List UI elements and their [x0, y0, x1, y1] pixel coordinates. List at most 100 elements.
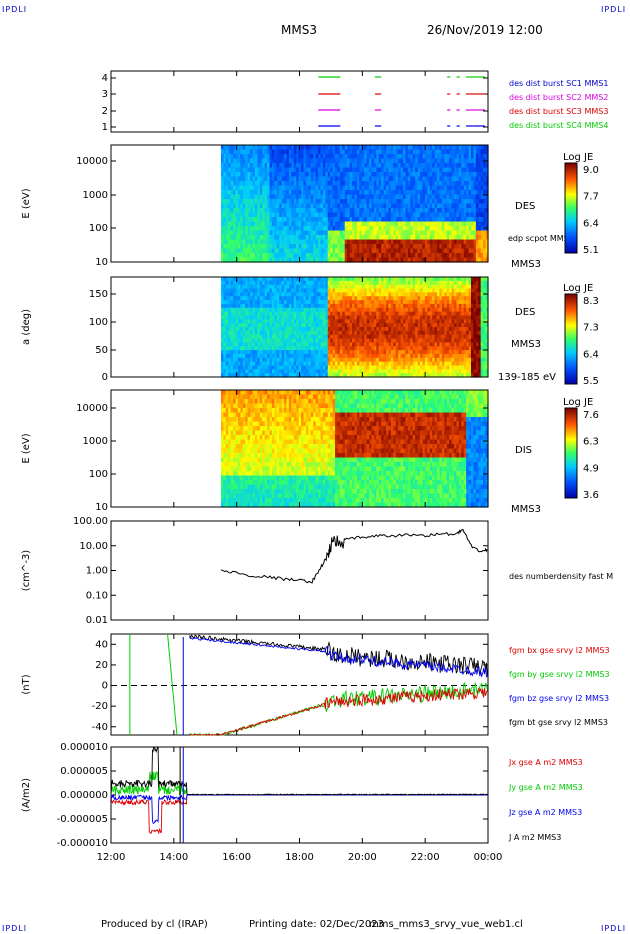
- spectrogram-cell: [468, 235, 472, 241]
- spectrogram-cell: [262, 303, 266, 309]
- spectrogram-cell: [386, 319, 390, 324]
- spectrogram-cell: [293, 158, 297, 164]
- spectrogram-cell: [429, 145, 433, 151]
- spectrogram-cell: [337, 280, 341, 286]
- spectrogram-cell: [223, 257, 227, 263]
- spectrogram-cell: [395, 307, 399, 313]
- spectrogram-cell: [471, 239, 475, 245]
- spectrogram-cell: [262, 235, 266, 241]
- spectrogram-cell: [325, 212, 329, 218]
- spectrogram-cell: [284, 172, 288, 178]
- spectrogram-cell: [361, 208, 365, 214]
- spectrogram-cell: [296, 248, 300, 254]
- spectrogram-cell: [429, 181, 433, 187]
- spectrogram-cell: [410, 277, 414, 282]
- spectrogram-cell: [342, 346, 346, 351]
- spectrogram-cell: [288, 167, 292, 173]
- spectrogram-cell: [303, 292, 307, 297]
- spectrogram-cell: [364, 230, 368, 236]
- spectrogram-cell: [432, 181, 436, 187]
- spectrogram-cell: [301, 253, 305, 259]
- spectrogram-cell: [267, 338, 271, 343]
- spectrogram-cell: [398, 277, 402, 282]
- spectrogram-cell: [271, 319, 275, 324]
- spectrogram-cell: [228, 288, 232, 293]
- spectrogram-cell: [327, 303, 331, 309]
- spectrogram-cell: [403, 212, 407, 218]
- spectrogram-cell: [393, 334, 397, 340]
- spectrogram-cell: [342, 239, 346, 245]
- spectrogram-cell: [456, 199, 460, 205]
- spectrogram-cell: [403, 190, 407, 196]
- spectrogram-cell: [395, 288, 399, 293]
- spectrogram-cell: [342, 221, 346, 227]
- spectrogram-cell: [254, 300, 258, 305]
- spectrogram-cell: [245, 190, 249, 196]
- spectrogram-cell: [475, 208, 479, 214]
- spectrogram-cell: [303, 346, 307, 351]
- spectrogram-cell: [373, 163, 377, 169]
- spectrogram-cell: [422, 248, 426, 254]
- spectrogram-cell: [315, 361, 319, 367]
- spectrogram-cell: [291, 350, 295, 355]
- spectrogram-cell: [347, 208, 351, 214]
- spectrogram-cell: [293, 217, 297, 223]
- spectrogram-cell: [407, 208, 411, 214]
- spectrogram-cell: [478, 181, 482, 187]
- spectrogram-cell: [267, 257, 271, 263]
- spectrogram-cell: [388, 330, 392, 336]
- spectrogram-cell: [257, 208, 261, 214]
- spectrogram-cell: [242, 353, 246, 359]
- spectrogram-cell: [395, 226, 399, 232]
- spectrogram-cell: [301, 330, 305, 336]
- spectrogram-cell: [378, 365, 382, 370]
- spectrogram-cell: [332, 353, 336, 359]
- spectrogram-cell: [237, 163, 241, 169]
- spectrogram-cell: [274, 253, 278, 259]
- spectrogram-cell: [291, 176, 295, 182]
- spectrogram-cell: [400, 154, 404, 160]
- spectrogram-cell: [376, 253, 380, 259]
- spectrogram-cell: [237, 248, 241, 254]
- spectrogram-cell: [393, 307, 397, 313]
- spectrogram-cell: [361, 226, 365, 232]
- spectrogram-cell: [247, 303, 251, 309]
- spectrogram-cell: [267, 212, 271, 218]
- spectrogram-cell: [220, 163, 224, 169]
- spectrogram-cell: [395, 327, 399, 332]
- spectrogram-cell: [475, 244, 479, 250]
- spectrogram-cell: [259, 235, 263, 241]
- spectrogram-cell: [305, 149, 309, 155]
- spectrogram-cell: [393, 253, 397, 259]
- spectrogram-cell: [330, 338, 334, 343]
- spectrogram-cell: [480, 154, 484, 160]
- spectrogram-cell: [434, 149, 438, 155]
- spectrogram-cell: [383, 172, 387, 178]
- spectrogram-cell: [361, 361, 365, 367]
- spectrogram-cell: [288, 235, 292, 241]
- spectrogram-cell: [434, 230, 438, 236]
- spectrogram-cell: [308, 296, 312, 301]
- spectrogram-cell: [400, 194, 404, 200]
- spectrogram-cell: [242, 338, 246, 343]
- spectrogram-cell: [349, 194, 353, 200]
- spectrogram-cell: [276, 303, 280, 309]
- spectrogram-cell: [276, 145, 280, 151]
- spectrogram-cell: [325, 239, 329, 245]
- spectrogram-cell: [378, 361, 382, 367]
- spectrogram-cell: [242, 292, 246, 297]
- spectrogram-cell: [284, 158, 288, 164]
- spectrogram-cell: [284, 230, 288, 236]
- spectrogram-cell: [320, 154, 324, 160]
- spectrogram-cell: [325, 323, 329, 328]
- spectrogram-cell: [364, 199, 368, 205]
- spectrogram-cell: [405, 149, 409, 155]
- spectrogram-cell: [475, 176, 479, 182]
- spectrogram-cell: [223, 296, 227, 301]
- spectrogram-cell: [386, 176, 390, 182]
- spectrogram-cell: [318, 327, 322, 332]
- spectrogram-cell: [286, 244, 290, 250]
- spectrogram-cell: [301, 230, 305, 236]
- spectrogram-cell: [252, 253, 256, 259]
- spectrogram-cell: [262, 288, 266, 293]
